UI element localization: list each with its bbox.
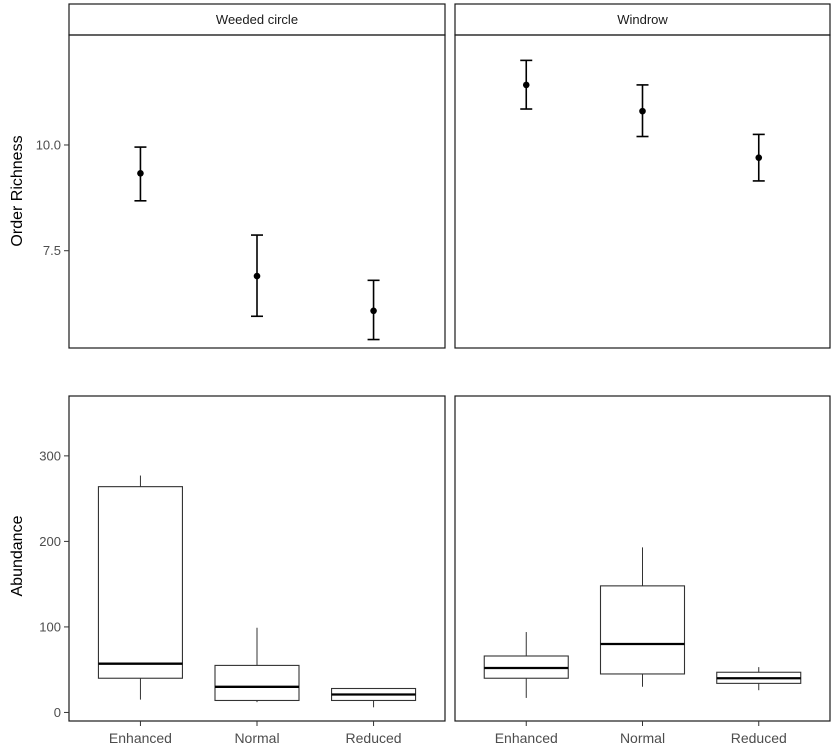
x-tick-label: Normal: [234, 730, 279, 746]
mean-point: [370, 307, 377, 315]
abundance-panels: 0 100 200 300: [39, 395, 831, 722]
box-iqr: [214, 664, 300, 702]
facet-strip-label: Weeded circle: [216, 12, 298, 27]
mean-point: [755, 154, 763, 161]
x-tick-label: Reduced: [731, 730, 787, 746]
y-tick-label: 10.0: [36, 137, 61, 152]
abundance-axis-title: Abundance: [9, 515, 26, 596]
panel-border: [454, 34, 831, 349]
panel-border: [68, 34, 446, 349]
facet-strip-box: [68, 3, 446, 36]
box-iqr: [599, 585, 686, 675]
axis-titles: Order Richness Abundance: [9, 135, 26, 596]
mean-point: [522, 81, 530, 89]
richness-panels: Weeded circle Windrow 7.5 10.0: [36, 3, 831, 349]
y-tick-label: 7.5: [43, 243, 61, 258]
y-tick-label: 300: [39, 448, 61, 463]
box-iqr: [97, 486, 183, 679]
facet-strip-box: [454, 3, 831, 36]
mean-point: [253, 272, 261, 280]
facet-strip-label: Windrow: [617, 12, 668, 27]
y-tick-label: 0: [54, 705, 61, 720]
x-tick-label: Normal: [620, 730, 665, 746]
x-tick-label: Reduced: [346, 730, 402, 746]
richness-axis-title: Order Richness: [9, 135, 26, 246]
x-tick-label: Enhanced: [495, 730, 558, 746]
x-tick-label: Enhanced: [109, 730, 172, 746]
x-tick-labels: Enhanced Normal Reduced Enhanced Normal Reduc…: [109, 721, 787, 746]
mean-point: [137, 170, 144, 177]
mean-point: [639, 107, 646, 115]
y-tick-label: 100: [39, 619, 61, 634]
y-tick-label: 200: [39, 534, 61, 549]
